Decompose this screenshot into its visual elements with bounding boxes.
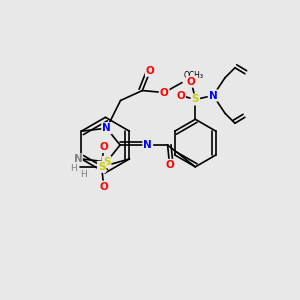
Text: O: O	[165, 160, 174, 170]
Text: N: N	[143, 140, 152, 150]
Text: H: H	[70, 164, 77, 173]
Text: H: H	[80, 170, 87, 179]
Text: O: O	[146, 66, 154, 76]
Text: N: N	[102, 123, 111, 133]
Text: S: S	[192, 94, 199, 104]
Text: O: O	[99, 182, 108, 192]
Text: S: S	[103, 157, 110, 167]
Text: N: N	[74, 154, 82, 164]
Text: S: S	[98, 162, 106, 172]
Text: O: O	[99, 142, 108, 152]
Text: N: N	[209, 91, 218, 100]
Text: OCH₃: OCH₃	[184, 71, 204, 80]
Text: O: O	[160, 88, 169, 98]
Text: O: O	[187, 76, 196, 87]
Text: O: O	[176, 91, 185, 100]
